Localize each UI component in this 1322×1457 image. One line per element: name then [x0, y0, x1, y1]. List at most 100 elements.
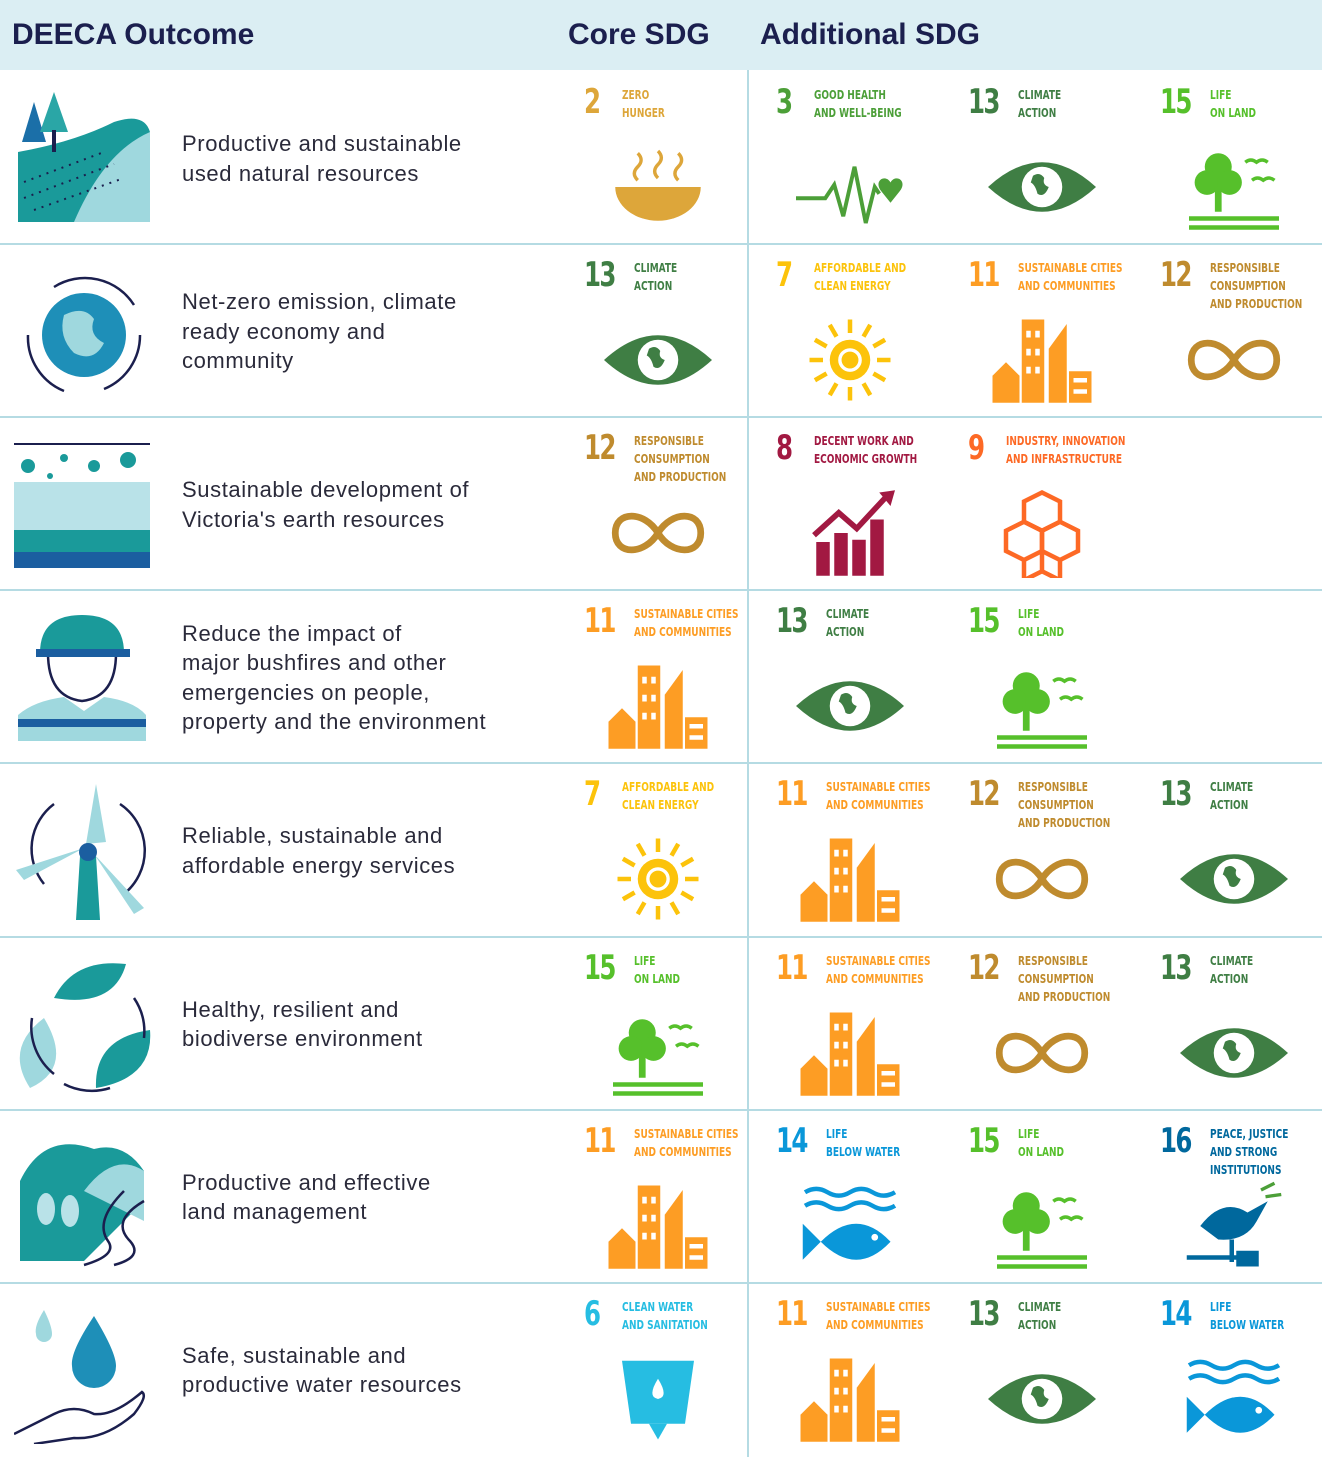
icon-shape	[1229, 1239, 1234, 1262]
sdg-icon	[790, 315, 910, 410]
icon-shape	[997, 1191, 1087, 1269]
icon-shape	[1180, 854, 1288, 905]
sdg-number: 11	[584, 1120, 616, 1161]
icon-shape	[1022, 706, 1030, 732]
icon-shape	[52, 130, 56, 152]
icon-shape	[988, 1373, 1096, 1424]
sdg-label-line: CONSUMPTION	[1210, 278, 1286, 294]
sdg-label-line: AND COMMUNITIES	[826, 970, 924, 986]
sdg-number: 12	[968, 774, 1000, 815]
icon-shape	[14, 530, 150, 553]
icon-shape	[838, 348, 862, 372]
icon-shape	[852, 539, 866, 576]
icon-shape	[61, 1194, 79, 1227]
icon-shape	[36, 649, 130, 658]
sdg-tile: 11 SUSTAINABLE CITIES AND COMMUNITIES	[962, 251, 1122, 411]
icon-shape	[637, 665, 661, 750]
sdg-label-line: AFFORDABLE AND	[622, 779, 715, 795]
icon-shape	[689, 735, 703, 741]
outcome-line: land management	[182, 1199, 368, 1225]
icon-shape	[1236, 1250, 1259, 1267]
sdg-number: 9	[968, 428, 985, 469]
icon-shape	[689, 1243, 703, 1249]
icon-shape	[611, 513, 705, 554]
sdg-label-line: CLIMATE	[634, 260, 678, 276]
sdg-label-line: CLEAN WATER	[622, 1298, 694, 1314]
outcome-icon	[14, 1131, 154, 1276]
icon-shape	[796, 166, 903, 224]
icon-shape	[63, 1082, 111, 1092]
outcome-line: emergencies on people,	[182, 679, 431, 705]
icon-shape	[829, 838, 853, 923]
sdg-icon	[790, 1354, 910, 1449]
icon-shape	[1189, 216, 1279, 221]
sdg-tile: 12 RESPONSIBLE CONSUMPTION AND PRODUCTION	[962, 944, 1122, 1104]
icon-shape	[649, 1423, 667, 1440]
sdg-icon	[790, 488, 910, 583]
sdg-label-line: LIFE	[1018, 606, 1040, 622]
outcome-text: Productive and sustainable used natural r…	[182, 129, 562, 188]
icon-shape	[1021, 319, 1045, 403]
icon-shape	[1025, 1208, 1050, 1234]
icon-shape	[30, 803, 55, 886]
icon-shape	[79, 843, 97, 862]
sdg-label-line: AND INFRASTRUCTURE	[1006, 451, 1123, 467]
icon-shape	[856, 1016, 875, 1096]
sdg-tile: 2 ZERO HUNGER	[578, 78, 738, 238]
icon-shape	[1186, 1254, 1239, 1260]
icon-shape	[622, 1360, 694, 1440]
sdg-label: CLIMATE ACTION	[1210, 778, 1253, 814]
icon-shape	[1021, 551, 1045, 585]
icon-shape	[613, 1090, 703, 1096]
icon-shape	[1035, 348, 1040, 356]
sdg-label: GOOD HEALTH AND WELL-BEING	[814, 86, 902, 122]
outcome-line: affordable energy services	[182, 852, 456, 878]
icon-shape	[796, 681, 904, 732]
icon-shape	[834, 886, 839, 893]
icon-shape	[637, 859, 679, 900]
icon-shape	[997, 744, 1087, 750]
sdg-label: CLIMATE ACTION	[1210, 952, 1253, 988]
icon-shape	[1025, 689, 1050, 715]
sdg-label: DECENT WORK AND ECONOMIC GROWTH	[814, 432, 917, 468]
sdg-label: LIFE ON LAND	[1018, 605, 1064, 641]
icon-shape	[834, 1041, 839, 1048]
icon-shape	[635, 901, 647, 916]
outcome-icon	[14, 265, 154, 410]
sdg-number: 13	[584, 255, 616, 296]
sdg-label: AFFORDABLE AND CLEAN ENERGY	[622, 778, 714, 814]
icon-shape	[608, 665, 708, 750]
icon-shape	[132, 996, 146, 1038]
row-divider	[0, 1108, 1322, 1111]
sdg-number: 14	[776, 1120, 808, 1161]
icon-shape	[1244, 158, 1276, 183]
sdg-label: CLIMATE ACTION	[826, 605, 869, 641]
sdg-number: 12	[1160, 255, 1192, 296]
icon-shape	[83, 1189, 125, 1266]
outcome-line: productive water resources	[182, 1372, 462, 1398]
outcome-line: Productive and effective	[182, 1169, 431, 1195]
sdg-number: 13	[968, 82, 1000, 122]
outcome-text: Safe, sustainable and productive water re…	[182, 1341, 562, 1400]
sdg-tile: 11 SUSTAINABLE CITIES AND COMMUNITIES	[770, 1290, 930, 1450]
icon-shape	[13, 1390, 145, 1445]
icon-shape	[611, 513, 705, 554]
icon-shape	[637, 1185, 661, 1269]
icon-shape	[74, 132, 150, 222]
header-bar: DEECA Outcome Core SDG Additional SDG	[0, 0, 1322, 70]
sdg-label-line: AND PRODUCTION	[1210, 296, 1303, 312]
icon-shape	[689, 724, 703, 729]
icon-shape	[608, 708, 636, 750]
sdg-tile: 13 CLIMATE ACTION	[770, 597, 930, 757]
icon-shape	[608, 1185, 708, 1269]
icon-shape	[40, 615, 124, 654]
icon-shape	[76, 856, 100, 921]
sdg-icon	[790, 1181, 910, 1276]
sdg-icon	[598, 488, 718, 583]
sdg-tile: 11 SUSTAINABLE CITIES AND COMMUNITIES	[770, 944, 930, 1104]
sdg-icon	[982, 1008, 1102, 1103]
icon-shape	[1189, 153, 1279, 230]
icon-shape	[1214, 187, 1222, 212]
outcome-line: Sustainable development of	[182, 477, 470, 503]
icon-shape	[680, 890, 695, 902]
